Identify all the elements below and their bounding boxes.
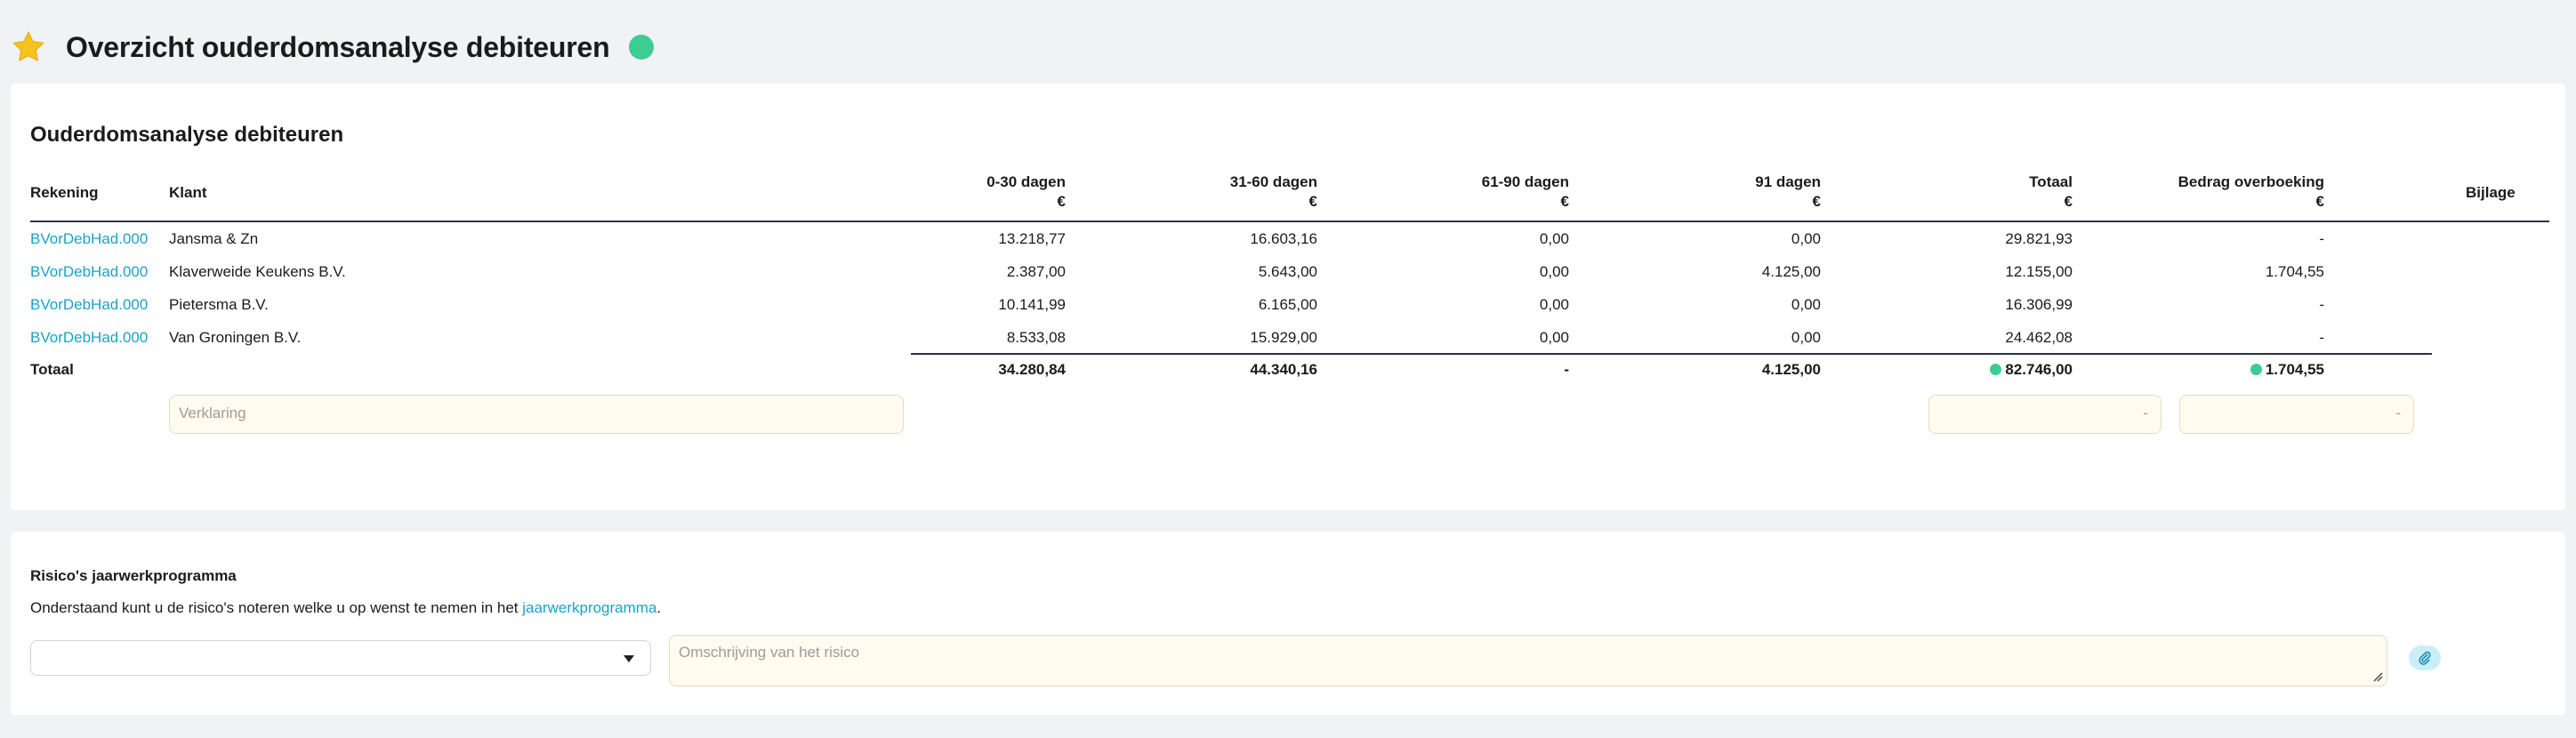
amount-total: 12.155,00 (2005, 263, 2073, 280)
paperclip-icon (2419, 651, 2431, 665)
amount-91: 0,00 (1791, 329, 1821, 346)
col-91: 91 dagen € (1755, 173, 1821, 210)
amount-total: 24.462,08 (2005, 329, 2073, 346)
risks-title: Risico's jaarwerkprogramma (30, 567, 237, 584)
amount-0-30: 2.387,00 (1006, 263, 1066, 280)
col-31-60: 31-60 dagen € (1229, 173, 1317, 210)
account-link[interactable]: BVorDebHad.000 (30, 329, 149, 346)
amount-0-30: 8.533,08 (1006, 329, 1066, 346)
total-0-30: 34.280,84 (998, 361, 1066, 378)
page-header: Overzicht ouderdomsanalyse debiteuren (11, 25, 655, 69)
aging-title: Ouderdomsanalyse debiteuren (30, 123, 344, 147)
total-91: 4.125,00 (1761, 361, 1821, 378)
amount-total: 29.821,93 (2005, 230, 2073, 247)
amount-transfer: - (2319, 230, 2324, 247)
explanation-input[interactable]: Verklaring (169, 395, 904, 434)
col-client: Klant (169, 184, 207, 201)
grand-total: 82.746,00 (1834, 360, 2073, 380)
client-name: Jansma & Zn (169, 230, 259, 247)
amount-transfer: - (2319, 296, 2324, 313)
amount-31-60: 16.603,16 (1250, 230, 1317, 247)
risks-card: Risico's jaarwerkprogramma Onderstaand k… (11, 532, 2565, 715)
amount-total: 16.306,99 (2005, 296, 2073, 313)
col-transfer: Bedrag overboeking € (2178, 173, 2324, 210)
amount-0-30: 10.141,99 (998, 296, 1066, 313)
total-61-90: - (1564, 361, 1569, 378)
amount-31-60: 6.165,00 (1258, 296, 1317, 313)
amount-91: 0,00 (1791, 296, 1821, 313)
page-title: Overzicht ouderdomsanalyse debiteuren (66, 30, 610, 63)
risk-description-textarea[interactable]: Omschrijving van het risico (669, 635, 2387, 686)
amount-91: 4.125,00 (1761, 263, 1821, 280)
check-status-icon (2250, 364, 2262, 375)
aging-card: Ouderdomsanalyse debiteuren Rekening Kla… (11, 84, 2565, 510)
amount-31-60: 15.929,00 (1250, 329, 1317, 346)
amount-91: 0,00 (1791, 230, 1821, 247)
col-0-30: 0-30 dagen € (986, 173, 1066, 210)
totals-divider (911, 353, 2432, 355)
amount-61-90: 0,00 (1539, 296, 1569, 313)
transfer-explanation-input[interactable]: - (2179, 395, 2414, 434)
risk-select[interactable] (30, 640, 651, 676)
amount-0-30: 13.218,77 (998, 230, 1066, 247)
client-name: Pietersma B.V. (169, 296, 269, 313)
check-status-icon (1990, 364, 2002, 375)
client-name: Van Groningen B.V. (169, 329, 302, 346)
col-61-90: 61-90 dagen € (1481, 173, 1569, 210)
amount-transfer: 1.704,55 (2265, 263, 2324, 280)
star-icon[interactable] (11, 29, 46, 65)
account-link[interactable]: BVorDebHad.000 (30, 296, 149, 313)
risks-description: Onderstaand kunt u de risico's noteren w… (30, 599, 662, 616)
amount-transfer: - (2319, 329, 2324, 346)
chevron-down-icon (624, 655, 634, 662)
transfer-total: 1.704,55 (2083, 360, 2324, 380)
col-total: Totaal € (2029, 173, 2073, 210)
header-divider (30, 221, 2549, 222)
col-attachment: Bijlage (2466, 184, 2516, 201)
col-account: Rekening (30, 184, 99, 201)
totals-label: Totaal (30, 361, 74, 378)
attach-button[interactable] (2409, 646, 2441, 670)
amount-61-90: 0,00 (1539, 230, 1569, 247)
amount-61-90: 0,00 (1539, 263, 1569, 280)
total-explanation-input[interactable]: - (1928, 395, 2161, 434)
resize-handle-icon[interactable] (2372, 671, 2383, 682)
client-name: Klaverweide Keukens B.V. (169, 263, 346, 280)
account-link[interactable]: BVorDebHad.000 (30, 230, 149, 247)
jaarwerkprogramma-link[interactable]: jaarwerkprogramma (522, 599, 657, 616)
status-indicator (629, 35, 655, 60)
account-link[interactable]: BVorDebHad.000 (30, 263, 149, 280)
amount-31-60: 5.643,00 (1258, 263, 1317, 280)
total-31-60: 44.340,16 (1250, 361, 1317, 378)
amount-61-90: 0,00 (1539, 329, 1569, 346)
